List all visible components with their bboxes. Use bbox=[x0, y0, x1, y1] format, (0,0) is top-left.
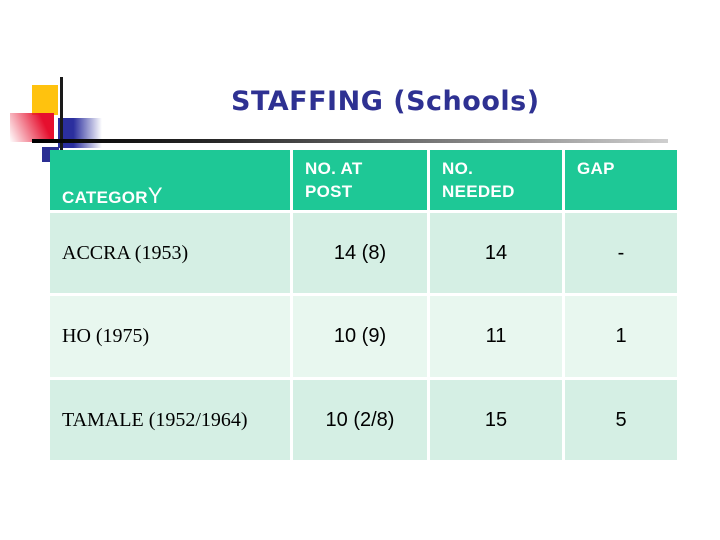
horizontal-rule-decoration bbox=[32, 139, 668, 143]
blue-square-decoration bbox=[58, 118, 102, 148]
cell-gap: - bbox=[565, 213, 677, 293]
yellow-square-decoration bbox=[32, 85, 58, 115]
cell-category: ACCRA (1953) bbox=[50, 213, 290, 293]
cell-category: HO (1975) bbox=[50, 296, 290, 377]
vertical-line-decoration bbox=[60, 77, 63, 151]
column-header-needed: NO. NEEDED bbox=[430, 150, 562, 210]
cell-gap: 1 bbox=[565, 296, 677, 377]
cell-needed: 14 bbox=[430, 213, 562, 293]
column-header-category-main: CATEGOR bbox=[62, 187, 148, 207]
cell-needed: 11 bbox=[430, 296, 562, 377]
staffing-table: CATEGORY NO. AT POST NO. NEEDED GAP ACCR… bbox=[50, 150, 677, 460]
cell-at-post: 10 (9) bbox=[293, 296, 427, 377]
column-header-at-post: NO. AT POST bbox=[293, 150, 427, 210]
column-header-gap: GAP bbox=[565, 150, 677, 210]
cell-gap: 5 bbox=[565, 380, 677, 460]
cell-at-post: 14 (8) bbox=[293, 213, 427, 293]
cell-needed: 15 bbox=[430, 380, 562, 460]
column-header-category-suffix: Y bbox=[147, 182, 163, 208]
red-square-decoration bbox=[10, 113, 54, 142]
column-header-category: CATEGORY bbox=[50, 150, 290, 210]
cell-category: TAMALE (1952/1964) bbox=[50, 380, 290, 460]
cell-at-post: 10 (2/8) bbox=[293, 380, 427, 460]
page-title: STAFFING (Schools) bbox=[231, 86, 540, 117]
